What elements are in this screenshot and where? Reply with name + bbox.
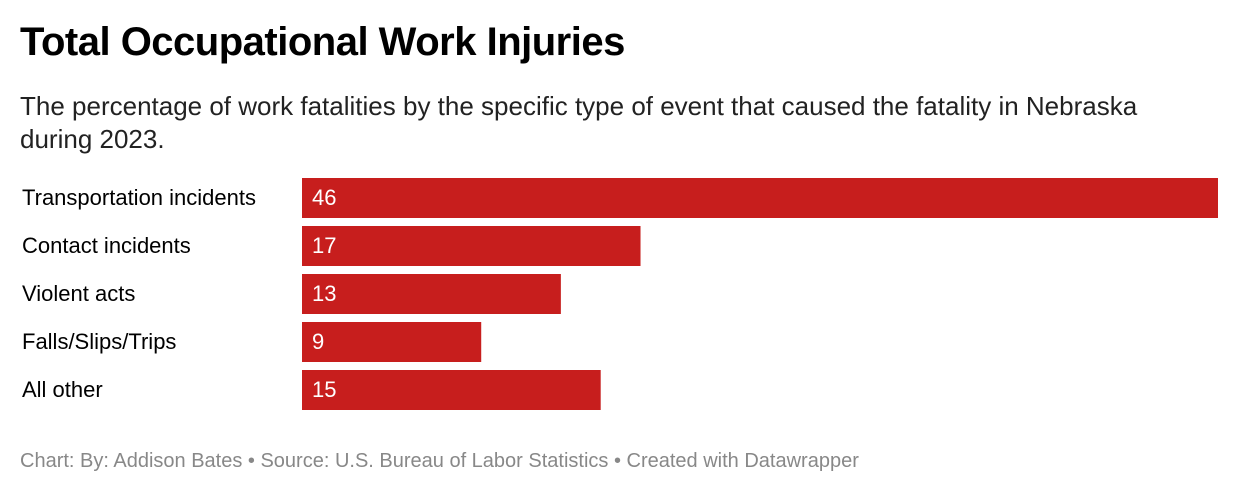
chart-title: Total Occupational Work Injuries: [20, 20, 625, 64]
value-label: 15: [312, 377, 336, 402]
value-label: 17: [312, 233, 336, 258]
category-label: Transportation incidents: [22, 185, 256, 210]
category-label: Contact incidents: [22, 233, 191, 258]
value-label: 46: [312, 185, 336, 210]
chart-footer: Chart: By: Addison Bates • Source: U.S. …: [20, 450, 859, 472]
category-label: Falls/Slips/Trips: [22, 329, 176, 354]
bar: [302, 178, 1218, 218]
category-label: All other: [22, 377, 103, 402]
value-label: 13: [312, 281, 336, 306]
category-label: Violent acts: [22, 281, 135, 306]
bar: [302, 370, 601, 410]
value-label: 9: [312, 329, 324, 354]
bar: [302, 322, 482, 362]
bar: [302, 226, 641, 266]
chart: Transportation incidents 46 Contact incide…: [22, 178, 1218, 410]
bar: [302, 274, 561, 314]
chart-subtitle: The percentage of work fatalities by the…: [20, 91, 1138, 154]
